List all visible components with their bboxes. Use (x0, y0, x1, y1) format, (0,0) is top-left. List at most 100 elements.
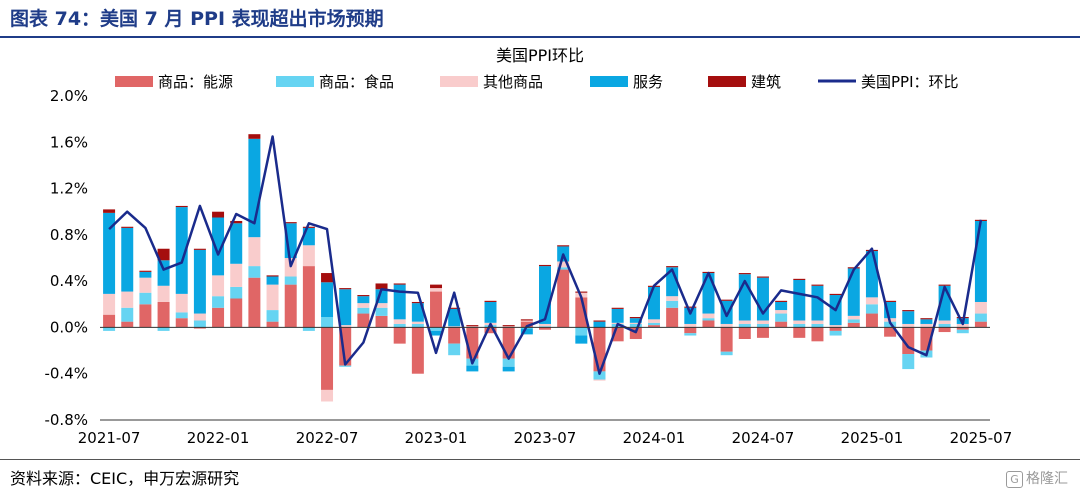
legend-item: 商品：食品 (276, 73, 394, 91)
bar-energy (448, 327, 461, 344)
bar-food (302, 327, 315, 331)
x-tick-label: 2022-01 (187, 429, 250, 447)
bar-construction (411, 301, 424, 304)
bar-services (865, 251, 878, 298)
bar-services (321, 282, 334, 318)
x-tick-label: 2024-07 (732, 429, 795, 447)
bar-food (230, 286, 243, 299)
bar-construction (557, 245, 570, 247)
bar-energy (302, 266, 315, 328)
bar-other_goods (666, 296, 679, 301)
bar-food (212, 296, 225, 308)
x-tick-label: 2023-01 (405, 429, 468, 447)
legend-swatch (440, 76, 478, 87)
bar-services (702, 273, 715, 314)
bar-food (103, 327, 116, 331)
bar-energy (266, 321, 279, 328)
bar-services (484, 301, 497, 323)
figure-title: 图表 74：美国 7 月 PPI 表现超出市场预期 (10, 8, 384, 30)
bar-construction (302, 226, 315, 228)
bar-construction (811, 284, 824, 286)
bar-energy (103, 314, 116, 328)
bar-energy (157, 301, 170, 328)
bar-construction (938, 284, 951, 286)
bar-services (302, 227, 315, 246)
bar-other_goods (865, 297, 878, 305)
bar-energy (611, 327, 624, 342)
source-note: 资料来源：CEIC，申万宏源研究 (10, 469, 240, 488)
bar-food (375, 307, 388, 316)
bar-services (248, 138, 261, 238)
bar-construction (902, 310, 915, 312)
bar-other_goods (793, 320, 806, 324)
bar-services (121, 227, 134, 292)
bar-energy (775, 321, 788, 328)
bar-food (938, 323, 951, 328)
bar-construction (266, 275, 279, 277)
bar-construction (339, 288, 352, 290)
bar-other_goods (302, 245, 315, 267)
y-tick-label: 2.0% (50, 87, 88, 105)
bar-construction (230, 220, 243, 224)
bar-construction (666, 266, 679, 268)
bar-food (411, 323, 424, 328)
bar-services (430, 330, 443, 336)
y-tick-label: -0.4% (44, 365, 88, 383)
bar-food (539, 326, 551, 328)
bar-services (212, 217, 225, 276)
legend: 商品：能源 商品：食品 其他商品 服务 建筑 美国PPI：环比 (115, 73, 959, 91)
bar-services (647, 286, 660, 320)
bar-construction (375, 283, 388, 290)
legend-item: 服务 (590, 73, 663, 91)
bar-services (920, 319, 933, 324)
bar-other_goods (357, 303, 370, 308)
bar-services (938, 285, 951, 321)
bar-energy (666, 307, 679, 328)
bar-other_goods (829, 325, 842, 328)
bar-services (902, 311, 915, 324)
bar-construction (829, 293, 842, 296)
bar-energy (393, 327, 406, 344)
bar-services (775, 301, 788, 311)
bar-energy (647, 325, 660, 328)
bar-food (756, 323, 769, 328)
x-tick-label: 2025-01 (841, 429, 904, 447)
bar-services (974, 220, 987, 302)
bar-energy (539, 327, 551, 330)
bar-food (629, 323, 642, 328)
bar-food (829, 330, 842, 336)
y-tick-label: 1.6% (50, 133, 88, 151)
legend-item: 其他商品 (440, 73, 543, 91)
bar-energy (738, 327, 751, 339)
bar-construction (629, 317, 642, 319)
bar-food (557, 267, 570, 270)
bar-services (175, 207, 188, 294)
chart-title: 美国PPI环比 (496, 46, 584, 65)
bar-construction (756, 276, 769, 278)
bar-energy (230, 298, 243, 328)
bar-services (466, 365, 479, 372)
bar-food (175, 312, 188, 319)
legend-item: 建筑 (708, 73, 781, 91)
bar-services (357, 296, 370, 304)
bar-food (266, 310, 279, 322)
bar-construction (539, 264, 551, 267)
x-tick-label: 2024-01 (623, 429, 686, 447)
bar-food (793, 323, 806, 328)
bar-other_goods (212, 275, 225, 297)
bar-services (266, 276, 279, 285)
bar-other_goods (557, 261, 570, 268)
bar-energy (865, 313, 878, 328)
bar-energy (484, 327, 497, 334)
bar-services (847, 268, 860, 316)
legend-swatch (708, 76, 746, 87)
bar-energy (139, 304, 152, 328)
bar-services (738, 274, 751, 321)
bar-food (502, 358, 515, 367)
bar-energy (502, 327, 515, 359)
bar-other_goods (756, 320, 769, 324)
bar-construction (103, 209, 116, 213)
bar-energy (430, 291, 443, 328)
bar-other_goods (193, 313, 206, 321)
y-tick-label: 0.0% (50, 318, 88, 336)
